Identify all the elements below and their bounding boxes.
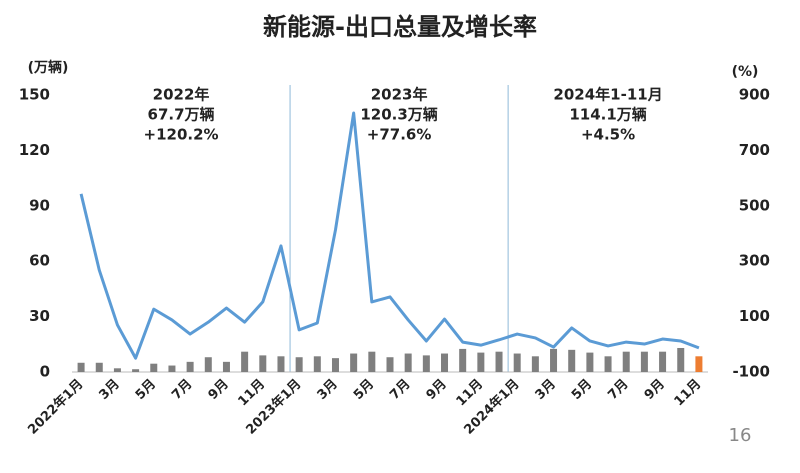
bar <box>695 356 703 372</box>
x-tick-label: 5月 <box>351 377 377 403</box>
bar <box>331 358 339 372</box>
bar <box>604 356 612 372</box>
x-tick-label: 5月 <box>133 377 159 403</box>
bar <box>132 369 140 372</box>
x-tick-label: 7月 <box>387 377 413 403</box>
bar <box>222 361 230 372</box>
bar <box>513 353 521 372</box>
page-number: 16 <box>729 425 752 446</box>
annotation: +77.6% <box>367 126 432 144</box>
annotation: 114.1万辆 <box>569 106 646 124</box>
bar <box>386 357 394 372</box>
annotation: 2022年 <box>153 86 210 104</box>
bar <box>622 351 630 372</box>
bar <box>113 368 121 372</box>
x-tick-label: 7月 <box>169 377 195 403</box>
bar <box>677 347 685 372</box>
bar <box>313 356 321 372</box>
y2-tick-label: -100 <box>732 363 770 381</box>
x-tick-label: 9月 <box>424 377 450 403</box>
bar <box>95 362 103 372</box>
bar <box>477 352 485 372</box>
y-tick-label: 90 <box>29 196 50 214</box>
bar <box>150 363 158 372</box>
bar <box>659 351 667 372</box>
y2-tick-label: 700 <box>739 141 770 159</box>
x-tick-label: 3月 <box>315 377 341 403</box>
y-tick-label: 60 <box>29 252 50 270</box>
bar <box>568 349 576 372</box>
chart-title: 新能源-出口总量及增长率 <box>263 13 537 41</box>
bar <box>77 362 85 372</box>
bar <box>441 353 449 372</box>
bar <box>404 353 412 372</box>
x-tick-label: 11月 <box>454 377 487 410</box>
line <box>79 111 700 360</box>
y2-tick-label: 900 <box>739 86 770 104</box>
bar <box>368 351 376 372</box>
y-tick-label: 30 <box>29 307 50 325</box>
bar <box>168 365 176 372</box>
bar <box>259 355 267 372</box>
x-tick-label: 2022年1月 <box>25 376 87 438</box>
bar <box>550 348 558 372</box>
x-tick-label: 11月 <box>672 377 705 410</box>
x-tick-label: 7月 <box>605 377 631 403</box>
bar <box>350 353 358 372</box>
annotation: 120.3万辆 <box>360 106 437 124</box>
bar <box>586 352 594 372</box>
y-tick-label: 0 <box>40 363 50 381</box>
y-tick-label: 150 <box>19 86 50 104</box>
y2-axis-label: (%) <box>732 64 759 80</box>
bar <box>531 356 539 372</box>
bar <box>295 357 303 372</box>
x-tick-label: 11月 <box>236 377 269 410</box>
y2-tick-label: 100 <box>739 307 770 325</box>
x-tick-label: 3月 <box>533 377 559 403</box>
y-tick-label: 120 <box>19 141 50 159</box>
y2-tick-label: 500 <box>739 196 770 214</box>
y2-tick-label: 300 <box>739 252 770 270</box>
annotation: +4.5% <box>581 126 635 144</box>
bar <box>640 351 648 372</box>
bar <box>204 357 212 372</box>
x-tick-label: 3月 <box>97 377 123 403</box>
annotation: +120.2% <box>144 126 219 144</box>
x-tick-label: 9月 <box>642 377 668 403</box>
x-tick-label: 5月 <box>569 377 595 403</box>
y-axis-label: (万辆) <box>28 59 69 76</box>
x-tick-label: 9月 <box>206 377 232 403</box>
bar <box>459 348 467 372</box>
bar <box>495 351 503 372</box>
annotation: 67.7万辆 <box>148 106 215 124</box>
annotation: 2024年1-11月 <box>553 86 662 104</box>
bar <box>422 355 430 372</box>
annotation: 2023年 <box>371 86 428 104</box>
bar <box>241 351 249 372</box>
bar <box>277 356 285 372</box>
bar <box>186 361 194 372</box>
